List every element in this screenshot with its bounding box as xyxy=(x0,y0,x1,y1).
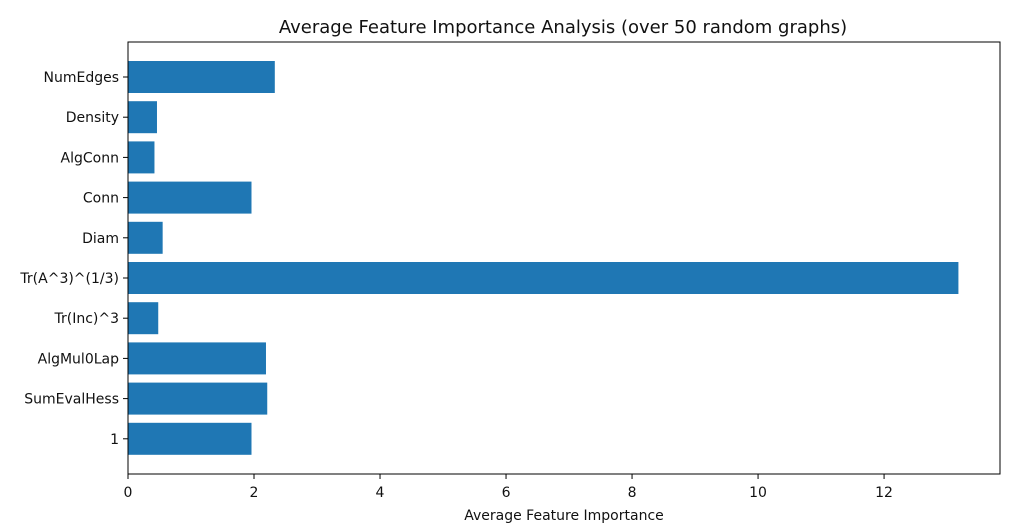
bars-group xyxy=(128,61,959,455)
y-axis-ticks: NumEdges Density AlgConn Conn Diam Tr(A^3)^(1… xyxy=(19,70,128,448)
bar-density xyxy=(128,101,157,134)
y-tick-label: 1 xyxy=(110,432,119,448)
y-tick-label: Tr(A^3)^(1/3) xyxy=(19,271,119,287)
x-tick-label: 10 xyxy=(749,485,767,501)
bar-algconn xyxy=(128,141,155,174)
y-tick-label: AlgConn xyxy=(61,150,119,166)
y-tick-label: Conn xyxy=(83,191,119,207)
x-tick-label: 0 xyxy=(124,485,133,501)
y-tick-label: Tr(Inc)^3 xyxy=(53,311,119,327)
bar-tr-inc-3 xyxy=(128,302,159,335)
bar-sumevalhess xyxy=(128,382,268,415)
x-axis-label: Average Feature Importance xyxy=(464,508,664,524)
y-tick-label: Density xyxy=(66,110,119,126)
x-tick-label: 2 xyxy=(250,485,259,501)
bar-conn xyxy=(128,181,252,214)
y-tick-label: NumEdges xyxy=(43,70,119,86)
x-tick-label: 8 xyxy=(628,485,637,501)
x-axis-ticks: 0 2 4 6 8 10 12 xyxy=(124,474,893,501)
bar-algmul0lap xyxy=(128,342,266,375)
bar-1 xyxy=(128,422,252,455)
chart-title: Average Feature Importance Analysis (ove… xyxy=(279,17,847,38)
x-tick-label: 6 xyxy=(502,485,511,501)
y-tick-label: SumEvalHess xyxy=(24,392,119,408)
y-tick-label: AlgMul0Lap xyxy=(38,351,119,367)
y-tick-label: Diam xyxy=(82,231,119,247)
x-tick-label: 4 xyxy=(376,485,385,501)
bar-numedges xyxy=(128,61,275,93)
plot-frame xyxy=(127,41,1001,475)
x-tick-label: 12 xyxy=(875,485,893,501)
bar-diam xyxy=(128,221,163,254)
bar-tr-a-3-1-3 xyxy=(128,262,959,294)
